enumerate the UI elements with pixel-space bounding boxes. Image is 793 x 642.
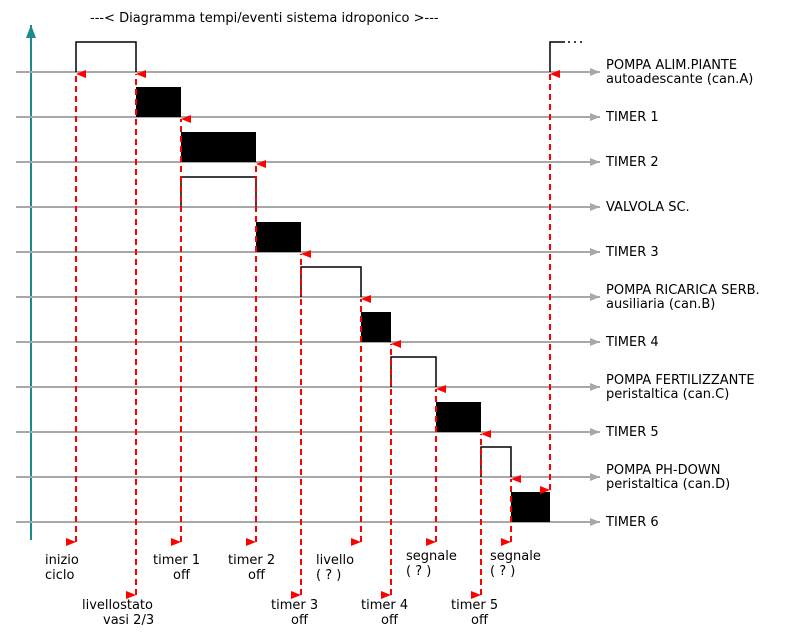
time-axis-arrowhead-icon bbox=[26, 25, 36, 38]
timer-pulse bbox=[256, 222, 301, 252]
channel-label-line: TIMER 2 bbox=[605, 155, 659, 170]
channel-label-line: ausiliaria (can.B) bbox=[606, 297, 715, 312]
event-label-timer4-off: timer 4 off bbox=[361, 598, 408, 628]
channel-label: TIMER 1 bbox=[605, 110, 659, 125]
channel-label: TIMER 4 bbox=[605, 335, 659, 350]
channel-label-line: peristaltica (can.C) bbox=[606, 387, 729, 402]
actuator-pulse bbox=[300, 266, 362, 297]
channel-label-line: VALVOLA SC. bbox=[606, 200, 690, 215]
actuator-pulse bbox=[75, 41, 137, 72]
event-label-line: segnale bbox=[406, 549, 457, 564]
event-label-line: timer 3 bbox=[271, 598, 318, 613]
channel-label-line: autoadescante (can.A) bbox=[606, 72, 753, 87]
timer-pulse bbox=[136, 87, 181, 117]
diagram-title: ---< Diagramma tempi/eventi sistema idro… bbox=[90, 11, 439, 26]
event-label-line: timer 4 bbox=[361, 598, 408, 613]
channel-label: POMPA FERTILIZZANTE peristaltica (can.C) bbox=[606, 373, 755, 402]
channel-label-line: POMPA RICARICA SERB. bbox=[606, 283, 760, 298]
event-label-line: ( ? ) bbox=[490, 564, 515, 579]
event-label-timer3-off: timer 3 off bbox=[271, 598, 318, 628]
event-label-line: ( ? ) bbox=[406, 564, 431, 579]
event-label-line: livello bbox=[316, 553, 354, 568]
event-label-line: livellostato bbox=[82, 598, 153, 613]
event-label-timer2-off: timer 2 off bbox=[228, 553, 275, 583]
event-label-segnale-1: segnale( ? ) bbox=[406, 549, 457, 579]
event-label-line: ciclo bbox=[45, 568, 75, 583]
event-label-line: off bbox=[381, 613, 399, 628]
event-label-line: ( ? ) bbox=[316, 568, 341, 583]
event-label-line: timer 5 bbox=[451, 598, 498, 613]
timer-pulse bbox=[181, 132, 256, 162]
event-label-timer5-off: timer 5 off bbox=[451, 598, 498, 628]
event-label-line: off bbox=[248, 568, 266, 583]
event-label-line: segnale bbox=[490, 549, 541, 564]
channel-label-line: POMPA PH-DOWN bbox=[606, 463, 720, 478]
channel-label-line: TIMER 3 bbox=[605, 245, 659, 260]
channel-label-line: TIMER 6 bbox=[605, 515, 659, 530]
event-label-line: timer 1 bbox=[153, 553, 200, 568]
timer-pulse bbox=[511, 492, 550, 522]
event-label-line: off bbox=[173, 568, 191, 583]
event-label-line: off bbox=[291, 613, 309, 628]
channel-label-line: peristaltica (can.D) bbox=[606, 477, 730, 492]
event-label-livellostato: livellostato vasi 2/3 bbox=[82, 598, 154, 628]
channel-label: POMPA PH-DOWN peristaltica (can.D) bbox=[606, 463, 730, 492]
channel-label-line: TIMER 5 bbox=[605, 425, 659, 440]
channel-label: TIMER 6 bbox=[605, 515, 659, 530]
channel-label: TIMER 5 bbox=[605, 425, 659, 440]
event-label-line: off bbox=[471, 613, 489, 628]
event-label-line: inizio bbox=[45, 553, 79, 568]
channel-label-line: POMPA FERTILIZZANTE bbox=[606, 373, 755, 388]
event-label-timer1-off: timer 1 off bbox=[153, 553, 200, 583]
channel-label-line: TIMER 1 bbox=[605, 110, 659, 125]
actuator-pulse bbox=[480, 446, 512, 477]
actuator-pulse bbox=[180, 176, 257, 207]
channel-label: VALVOLA SC. bbox=[606, 200, 690, 215]
channel-label: POMPA RICARICA SERB. ausiliaria (can.B) bbox=[606, 283, 760, 312]
event-label-livello: livello( ? ) bbox=[316, 553, 354, 583]
event-label-line: timer 2 bbox=[228, 553, 275, 568]
actuator-pulse bbox=[390, 356, 437, 387]
event-label-segnale-2: segnale( ? ) bbox=[490, 549, 541, 579]
channel-label: POMPA ALIM.PIANTE autoadescante (can.A) bbox=[606, 58, 753, 87]
timer-pulse bbox=[361, 312, 391, 342]
cycle-repeat-pulse bbox=[549, 41, 565, 72]
timer-pulse bbox=[436, 402, 481, 432]
channel-label: TIMER 2 bbox=[605, 155, 659, 170]
channel-label: TIMER 3 bbox=[605, 245, 659, 260]
channel-label-line: POMPA ALIM.PIANTE bbox=[606, 58, 737, 73]
channel-label-line: TIMER 4 bbox=[605, 335, 659, 350]
event-label-inizio-ciclo: inizio ciclo bbox=[45, 553, 79, 583]
event-label-line: vasi 2/3 bbox=[103, 613, 154, 628]
